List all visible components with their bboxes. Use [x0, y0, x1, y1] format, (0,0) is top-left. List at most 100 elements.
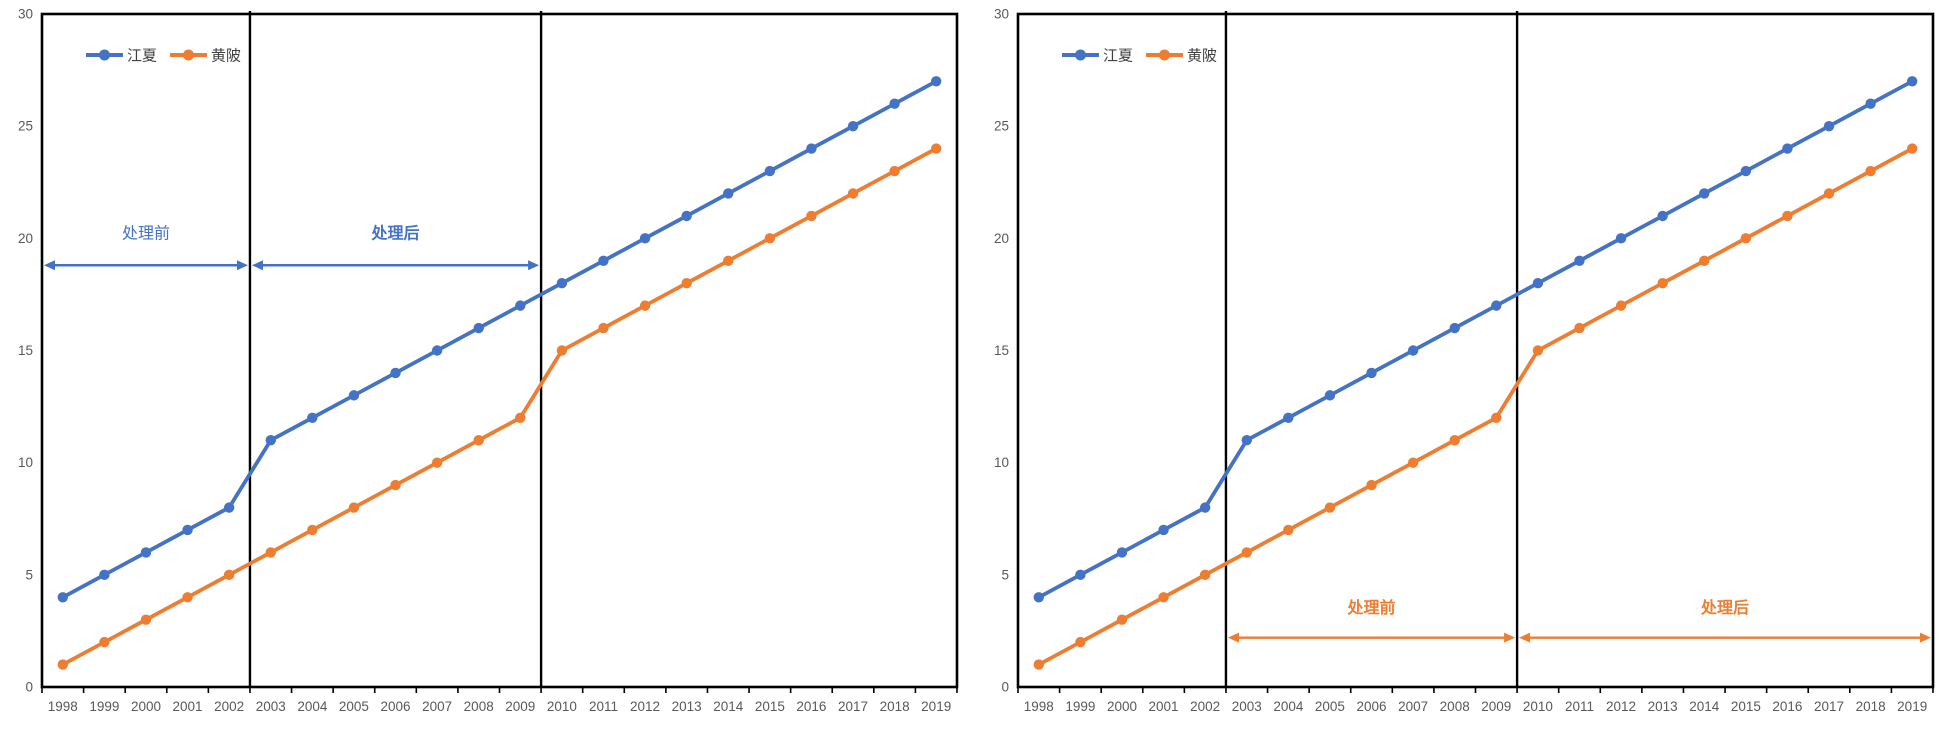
- data-point-marker: [1907, 76, 1918, 87]
- data-point-marker: [1366, 479, 1377, 491]
- annotation-arrowhead-right: [528, 260, 540, 271]
- data-point-marker: [140, 547, 152, 558]
- data-point-marker: [1199, 569, 1211, 581]
- x-axis-tick-label: 2010: [1523, 699, 1553, 714]
- data-point-marker: [1407, 345, 1419, 356]
- data-point-marker: [598, 322, 609, 334]
- data-point-marker: [806, 210, 817, 222]
- legend-item-1: 黄陂: [1146, 48, 1217, 65]
- series-line-0: [1037, 79, 1914, 599]
- legend: 江夏 黄陂: [86, 48, 241, 65]
- y-axis-tick-label: 15: [18, 343, 33, 358]
- data-point-marker: [1158, 592, 1169, 603]
- x-axis-tick-label: 2009: [1481, 699, 1511, 714]
- data-point-marker: [57, 592, 68, 603]
- data-point-marker: [1283, 524, 1294, 536]
- x-axis-tick-label: 2008: [464, 699, 494, 714]
- legend-label: 黄陂: [211, 48, 241, 65]
- data-point-marker: [723, 255, 734, 266]
- x-axis-tick-label: 2004: [1273, 699, 1304, 714]
- data-point-marker: [1782, 143, 1793, 154]
- x-axis-tick-label: 1998: [48, 699, 78, 714]
- annotation-label: 处理后: [1700, 598, 1749, 617]
- data-point-marker: [1574, 255, 1585, 266]
- annotation-arrowhead-left: [1227, 632, 1239, 643]
- x-axis-tick-label: 2011: [589, 699, 618, 714]
- x-axis-tick-label: 2007: [422, 699, 452, 714]
- x-axis-tick-label: 2016: [796, 699, 826, 714]
- data-point-marker: [431, 457, 443, 468]
- x-axis-tick-label: 2012: [630, 699, 660, 714]
- legend-item-1: 黄陂: [170, 48, 241, 65]
- x-axis-tick-label: 2013: [1648, 699, 1678, 714]
- y-axis-tick-label: 10: [18, 455, 33, 470]
- data-point-marker: [1033, 592, 1044, 603]
- data-point-marker: [556, 345, 568, 356]
- data-point-marker: [1033, 659, 1044, 670]
- y-axis-tick-label: 30: [18, 7, 33, 22]
- x-axis-tick-label: 2005: [339, 699, 369, 714]
- y-axis-tick-label: 25: [18, 119, 33, 134]
- x-axis-tick-label: 2003: [1232, 699, 1262, 714]
- y-axis-tick-label: 30: [994, 7, 1009, 22]
- data-point-marker: [390, 367, 401, 379]
- annotation-arrowhead-right: [1920, 632, 1931, 643]
- x-axis-tick-label: 2010: [547, 699, 577, 714]
- data-point-marker: [1615, 300, 1627, 311]
- x-axis-tick-label: 2005: [1315, 699, 1345, 714]
- data-point-marker: [764, 165, 776, 177]
- data-point-marker: [598, 255, 609, 266]
- data-point-marker: [1199, 502, 1211, 513]
- x-axis-tick-label: 2019: [1897, 699, 1927, 714]
- data-point-marker: [931, 76, 942, 87]
- data-point-marker: [1657, 278, 1668, 289]
- data-point-marker: [431, 345, 443, 356]
- chart-panel-right: 0 5 10 15 20 25 30 1998 1999 2000 2001 2002 2003 2004…: [976, 0, 1952, 732]
- legend: 江夏 黄陂: [1062, 48, 1217, 65]
- data-point-marker: [889, 98, 900, 109]
- y-axis-tick-label: 10: [994, 455, 1009, 470]
- x-axis-tick-label: 2006: [380, 699, 410, 714]
- annotation-label: 处理前: [1347, 598, 1396, 617]
- annotation-label: 处理前: [122, 224, 170, 242]
- data-point-marker: [515, 412, 526, 423]
- data-point-marker: [639, 233, 651, 244]
- data-point-marker: [473, 322, 484, 334]
- x-axis-tick-label: 2001: [1149, 699, 1179, 714]
- y-axis-tick-label: 0: [25, 680, 33, 695]
- data-point-marker: [99, 569, 110, 581]
- data-point-marker: [1449, 322, 1460, 334]
- data-point-marker: [1158, 524, 1169, 536]
- data-point-marker: [1865, 165, 1876, 177]
- data-point-marker: [1615, 233, 1627, 244]
- x-axis-tick-label: 2003: [256, 699, 286, 714]
- data-point-marker: [1907, 143, 1918, 154]
- data-point-marker: [1075, 636, 1086, 648]
- x-axis-tick-label: 2011: [1565, 699, 1594, 714]
- data-point-marker: [515, 300, 526, 311]
- left-line-chart: 0 5 10 15 20 25 30 1998 1999 2000 2001 2002 2003 2004…: [18, 7, 959, 714]
- data-point-marker: [265, 435, 276, 446]
- x-axis-tick-label: 2001: [173, 699, 203, 714]
- y-axis-tick-label: 20: [994, 231, 1009, 246]
- data-point-marker: [1366, 367, 1377, 379]
- x-axis-tick-label: 2004: [297, 699, 328, 714]
- chart-panel-left: 0 5 10 15 20 25 30 1998 1999 2000 2001 2002 2003 2004…: [18, 7, 959, 714]
- plot-border: [40, 12, 959, 689]
- data-point-marker: [1532, 278, 1544, 289]
- legend-marker-swatch: [183, 49, 194, 61]
- annotation-arrowhead-left: [44, 260, 55, 271]
- data-point-marker: [1075, 569, 1086, 581]
- data-point-marker: [847, 120, 859, 132]
- data-point-marker: [1699, 188, 1710, 199]
- data-point-marker: [1823, 188, 1835, 199]
- x-axis-tick-label: 2002: [1190, 699, 1220, 714]
- legend-marker-swatch: [1075, 49, 1086, 61]
- series-line-0: [61, 79, 938, 599]
- data-point-marker: [847, 188, 859, 199]
- x-axis-tick-label: 2009: [505, 699, 535, 714]
- legend-marker-swatch: [99, 49, 110, 61]
- annotation-arrowhead-right: [1504, 632, 1516, 643]
- data-point-marker: [1782, 210, 1793, 222]
